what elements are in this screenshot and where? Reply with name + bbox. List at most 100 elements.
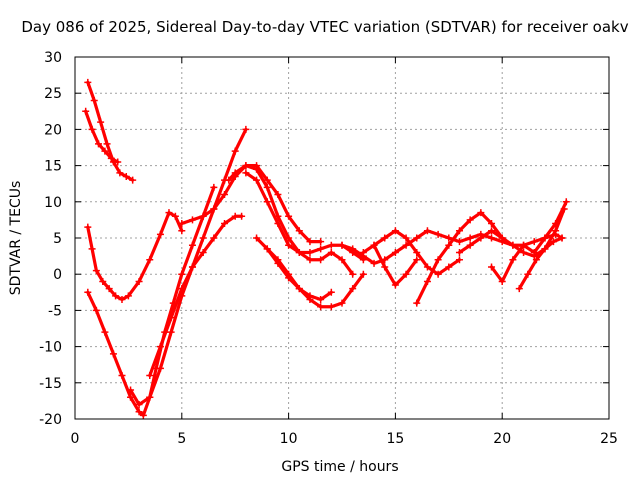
- data-point: [210, 205, 218, 213]
- data-point: [263, 183, 271, 191]
- data-point: [167, 314, 175, 322]
- data-point: [477, 209, 485, 217]
- data-point: [231, 212, 239, 220]
- data-point: [101, 147, 109, 155]
- chart-title: Day 086 of 2025, Sidereal Day-to-day VTE…: [21, 18, 628, 36]
- series-arc-17: [488, 198, 570, 285]
- data-point: [488, 220, 496, 228]
- series-line: [180, 164, 323, 244]
- data-point: [498, 277, 506, 285]
- data-point: [434, 270, 442, 278]
- data-point: [327, 241, 335, 249]
- axis-ticks: [74, 56, 610, 420]
- data-point: [116, 169, 124, 177]
- data-point: [231, 147, 239, 155]
- data-point: [88, 245, 96, 253]
- data-point: [530, 248, 538, 256]
- data-point: [263, 245, 271, 253]
- data-point: [92, 267, 100, 275]
- y-tick-labels: -20 -15 -10 -5 0 5 10 15 20 25 30: [39, 50, 62, 428]
- data-point: [402, 234, 410, 242]
- data-point: [306, 256, 314, 264]
- data-point: [466, 216, 474, 224]
- data-point: [520, 248, 528, 256]
- data-point: [466, 241, 474, 249]
- data-point: [402, 270, 410, 278]
- y-tick-label: -15: [39, 376, 62, 392]
- x-tick-label: 0: [71, 431, 80, 447]
- data-point: [370, 259, 378, 267]
- data-point: [253, 165, 261, 173]
- data-point: [423, 277, 431, 285]
- y-tick-label: 25: [44, 86, 62, 102]
- data-point: [114, 158, 122, 166]
- data-point: [127, 386, 135, 394]
- data-point: [338, 299, 346, 307]
- data-point: [188, 241, 196, 249]
- data-point: [552, 220, 560, 228]
- series-arc-18: [515, 234, 566, 293]
- data-point: [84, 223, 92, 231]
- data-point: [105, 285, 113, 293]
- y-tick-label: -20: [39, 412, 62, 428]
- data-point: [253, 234, 261, 242]
- data-point: [532, 256, 540, 264]
- data-point: [107, 154, 115, 162]
- data-point: [274, 220, 282, 228]
- data-point: [285, 274, 293, 282]
- data-point: [94, 140, 102, 148]
- y-tick-label: 0: [53, 267, 62, 283]
- data-point: [455, 248, 463, 256]
- data-point: [413, 248, 421, 256]
- data-point: [285, 212, 293, 220]
- data-point: [306, 292, 314, 300]
- series-arc-6: [146, 212, 246, 380]
- data-point: [338, 256, 346, 264]
- series-line: [361, 229, 462, 276]
- data-point: [455, 238, 463, 246]
- data-point: [349, 270, 357, 278]
- data-point: [156, 364, 164, 372]
- data-point: [455, 256, 463, 264]
- series-line: [86, 185, 216, 417]
- data-point: [498, 234, 506, 242]
- data-point: [146, 393, 154, 401]
- data-point: [210, 183, 218, 191]
- data-point: [101, 328, 109, 336]
- data-point: [171, 212, 179, 220]
- y-tick-label: 30: [44, 50, 62, 66]
- series-arc-11: [263, 245, 335, 304]
- data-point: [370, 241, 378, 249]
- x-tick-labels: 0 5 10 15 20 25: [71, 431, 618, 447]
- series-line: [489, 200, 568, 284]
- data-point: [413, 256, 421, 264]
- data-point: [477, 234, 485, 242]
- data-point: [221, 220, 229, 228]
- data-point: [88, 125, 96, 133]
- x-tick-label: 25: [600, 431, 618, 447]
- data-point: [515, 285, 523, 293]
- data-point: [242, 125, 250, 133]
- data-point: [359, 248, 367, 256]
- y-axis-label: SDTVAR / TECUs: [8, 181, 24, 296]
- data-point: [413, 299, 421, 307]
- x-axis-label: GPS time / hours: [281, 459, 398, 475]
- data-point: [520, 241, 528, 249]
- series-group: [82, 78, 570, 419]
- data-point: [295, 227, 303, 235]
- data-point: [562, 198, 570, 206]
- data-point: [488, 234, 496, 242]
- data-point: [97, 118, 105, 126]
- y-tick-label: 20: [44, 122, 62, 138]
- data-point: [317, 238, 325, 246]
- data-point: [306, 248, 314, 256]
- data-point: [295, 248, 303, 256]
- data-point: [127, 393, 135, 401]
- data-point: [231, 169, 239, 177]
- data-point: [188, 216, 196, 224]
- data-point: [327, 303, 335, 311]
- data-point: [156, 230, 164, 238]
- series-line: [148, 214, 244, 378]
- y-tick-label: 10: [44, 195, 62, 211]
